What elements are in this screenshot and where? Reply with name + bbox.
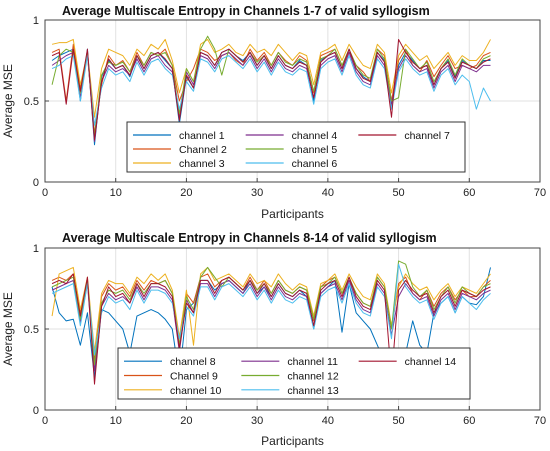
c1-y-axis-label: Average MSE <box>1 64 15 138</box>
c2-x-axis-label: Participants <box>261 434 324 448</box>
c2-chart-title: Average Multiscale Entropy in Channels 8… <box>62 231 437 245</box>
c2-x-tick-label: 50 <box>392 415 404 427</box>
c2-x-tick-label: 60 <box>463 415 475 427</box>
c1-legend-label-6: channel 6 <box>292 158 338 170</box>
c1-legend-label-7: channel 7 <box>404 130 450 142</box>
c2-legend-box <box>117 347 471 400</box>
c1-x-tick-label: 20 <box>180 187 192 199</box>
c2-legend-label-7: channel 14 <box>405 356 457 368</box>
c1-series-line-7 <box>51 38 491 141</box>
c1-legend-label-1: channel 1 <box>179 130 225 142</box>
c1-x-tick-label: 70 <box>534 187 546 199</box>
c2-legend-label-2: Channel 9 <box>170 371 218 383</box>
c1-legend-label-5: channel 5 <box>292 144 338 156</box>
c2-x-tick-label: 20 <box>180 415 192 427</box>
c1-y-tick-label: 1 <box>33 15 39 27</box>
chart-channels-1-7: 0 10 20 30 40 50 60 70 0 0.5 1 Average Multiscale E… <box>1 4 546 221</box>
c2-x-tick-label: 30 <box>251 415 263 427</box>
c2-y-axis-label: Average MSE <box>1 292 15 366</box>
c2-series-line-6 <box>51 263 491 356</box>
c1-legend-box <box>126 121 466 173</box>
c2-legend-label-1: channel 8 <box>170 356 216 368</box>
c1-legend-label-2: Channel 2 <box>179 144 227 156</box>
c1-x-tick-label: 0 <box>42 187 48 199</box>
c2-legend-label-5: channel 12 <box>287 371 339 383</box>
c2-legend-label-4: channel 11 <box>287 356 338 368</box>
c2-series-line-3 <box>51 266 491 353</box>
c2-x-tick-label: 10 <box>110 415 122 427</box>
c2-y-tick-label: 1 <box>33 243 39 255</box>
c1-x-tick-label: 60 <box>463 187 475 199</box>
c2-legend: channel 8 Channel 9 channel 10 channel 11 ch… <box>117 347 471 400</box>
c2-x-tick-label: 0 <box>42 415 48 427</box>
chart-channels-8-14: 0 10 20 30 40 50 60 70 0 0.5 1 Average Multiscale E… <box>1 231 546 448</box>
c1-x-tick-label: 50 <box>392 187 404 199</box>
c1-chart-title: Average Multiscale Entropy in Channels 1… <box>62 4 430 18</box>
c1-x-tick-label: 30 <box>251 187 263 199</box>
c1-series-line-5 <box>51 35 491 138</box>
c2-series-line-7 <box>51 273 491 385</box>
c2-series-line-4 <box>51 279 491 372</box>
c1-legend-label-3: channel 3 <box>179 158 225 170</box>
c2-legend-label-3: channel 10 <box>170 385 222 397</box>
c1-legend: channel 1 Channel 2 channel 3 channel 4 chan… <box>126 121 466 173</box>
c2-x-tick-label: 70 <box>534 415 546 427</box>
c1-x-tick-label: 10 <box>110 187 122 199</box>
c1-x-axis-label: Participants <box>261 207 324 221</box>
c2-x-tick-label: 40 <box>322 415 334 427</box>
c1-y-tick-label: 0.5 <box>24 96 39 108</box>
c2-y-tick-label: 0 <box>33 405 39 417</box>
c1-y-tick-label: 0 <box>33 177 39 189</box>
c2-series-line-5 <box>51 260 491 366</box>
c2-legend-label-6: channel 13 <box>287 385 339 397</box>
c2-y-tick-label: 0.5 <box>24 324 39 336</box>
c1-series-line-3 <box>51 38 491 118</box>
c1-x-tick-label: 40 <box>322 187 334 199</box>
c1-legend-label-4: channel 4 <box>292 130 338 142</box>
c1-series-line-6 <box>51 55 491 126</box>
c1-series-line-4 <box>51 51 491 142</box>
